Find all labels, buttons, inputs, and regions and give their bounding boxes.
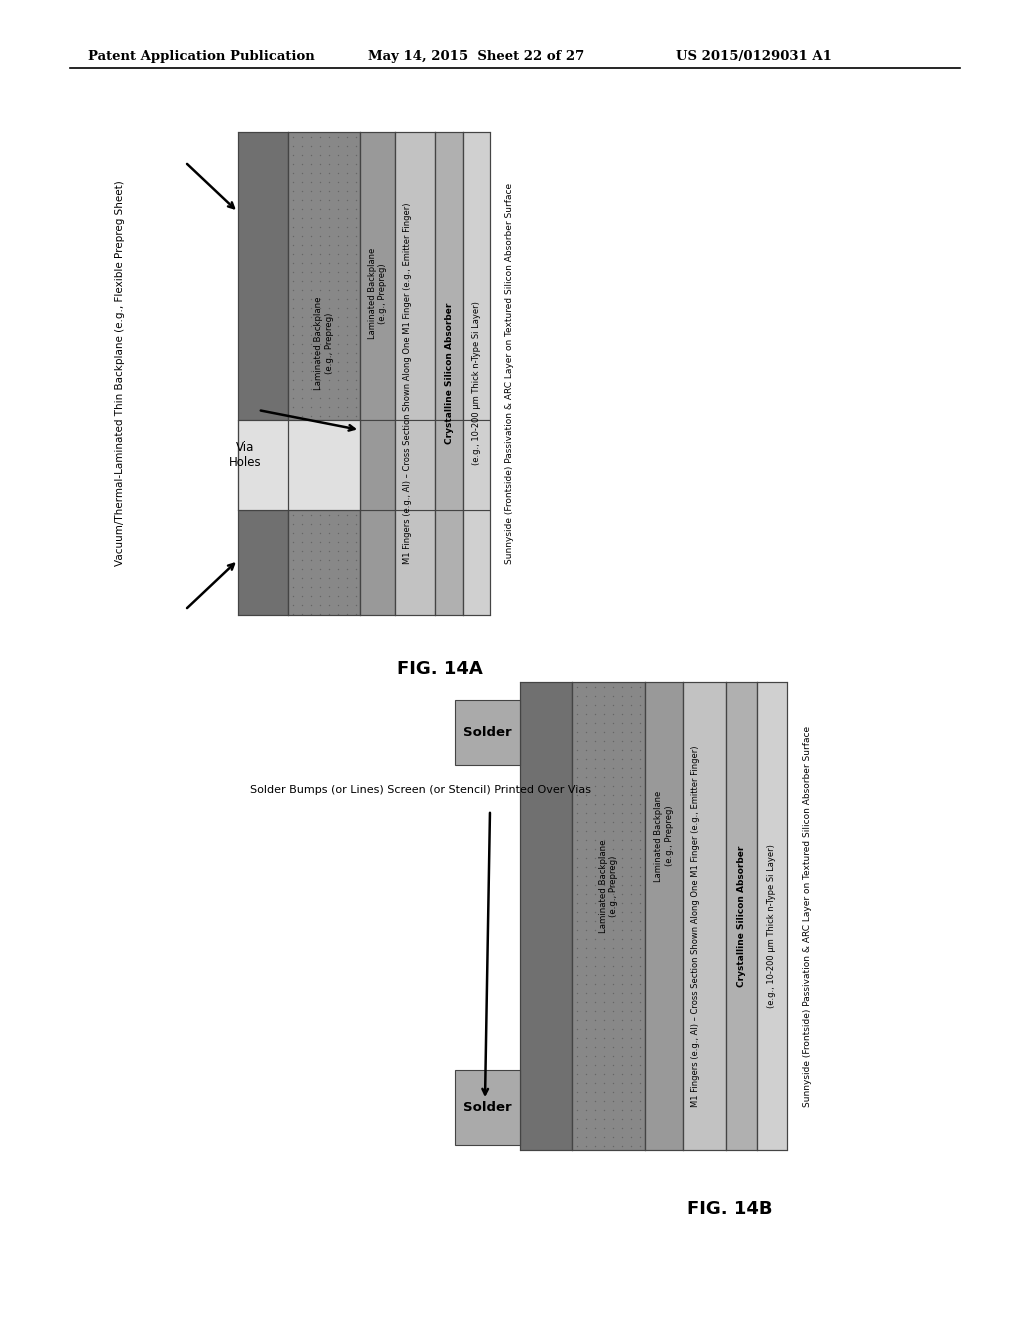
Text: (e.g., 10-200 μm Thick n-Type Si Layer): (e.g., 10-200 μm Thick n-Type Si Layer) xyxy=(768,843,776,1008)
Text: Solder Bumps (or Lines) Screen (or Stencil) Printed Over Vias: Solder Bumps (or Lines) Screen (or Stenc… xyxy=(250,785,591,795)
Text: FIG. 14B: FIG. 14B xyxy=(687,1200,773,1218)
Text: Sunnyside (Frontside) Passivation & ARC Layer on Textured Silicon Absorber Surfa: Sunnyside (Frontside) Passivation & ARC … xyxy=(803,726,811,1106)
Bar xyxy=(435,510,463,615)
Bar xyxy=(726,682,757,1150)
Text: Sunnyside (Frontside) Passivation & ARC Layer on Textured Silicon Absorber Surfa: Sunnyside (Frontside) Passivation & ARC … xyxy=(506,183,514,564)
Bar xyxy=(435,132,463,420)
Bar xyxy=(238,420,360,510)
Text: Laminated Backplane
(e.g., Prepreg): Laminated Backplane (e.g., Prepreg) xyxy=(314,297,334,391)
Text: Solder: Solder xyxy=(463,726,512,739)
Text: M1 Fingers (e.g., Al) – Cross Section Shown Along One M1 Finger (e.g., Emitter F: M1 Fingers (e.g., Al) – Cross Section Sh… xyxy=(691,746,700,1106)
Bar xyxy=(463,510,490,615)
Text: M1 Fingers (e.g., Al) – Cross Section Shown Along One M1 Finger (e.g., Emitter F: M1 Fingers (e.g., Al) – Cross Section Sh… xyxy=(403,203,412,564)
Text: Laminated Backplane
(e.g., Prepreg): Laminated Backplane (e.g., Prepreg) xyxy=(599,840,618,933)
Text: Laminated Backplane
(e.g., Prepreg): Laminated Backplane (e.g., Prepreg) xyxy=(368,248,387,339)
Bar xyxy=(395,132,435,420)
Bar xyxy=(463,132,490,420)
Text: US 2015/0129031 A1: US 2015/0129031 A1 xyxy=(676,50,831,63)
Bar xyxy=(455,700,520,766)
Bar xyxy=(435,420,463,510)
Bar xyxy=(395,420,435,510)
Bar xyxy=(360,420,395,510)
Text: May 14, 2015  Sheet 22 of 27: May 14, 2015 Sheet 22 of 27 xyxy=(368,50,585,63)
Text: FIG. 14A: FIG. 14A xyxy=(397,660,483,678)
Text: Solder: Solder xyxy=(463,1101,512,1114)
Text: (e.g., 10-200 μm Thick n-Type Si Layer): (e.g., 10-200 μm Thick n-Type Si Layer) xyxy=(472,301,481,466)
Bar xyxy=(395,510,435,615)
Text: Crystalline Silicon Absorber: Crystalline Silicon Absorber xyxy=(444,302,454,445)
Text: Vacuum/Thermal-Laminated Thin Backplane (e.g., Flexible Prepreg Sheet): Vacuum/Thermal-Laminated Thin Backplane … xyxy=(115,181,125,566)
Bar xyxy=(238,510,288,615)
Bar xyxy=(360,510,395,615)
Bar xyxy=(455,1071,520,1144)
Bar xyxy=(360,132,395,420)
Text: Crystalline Silicon Absorber: Crystalline Silicon Absorber xyxy=(737,845,746,986)
Bar xyxy=(683,682,726,1150)
Bar xyxy=(288,132,360,420)
Text: Patent Application Publication: Patent Application Publication xyxy=(88,50,314,63)
Bar xyxy=(757,682,787,1150)
Bar xyxy=(572,682,645,1150)
Text: Via
Holes: Via Holes xyxy=(228,441,261,469)
Bar xyxy=(238,132,288,420)
Bar xyxy=(520,682,572,1150)
Bar xyxy=(645,682,683,1150)
Text: Laminated Backplane
(e.g., Prepreg): Laminated Backplane (e.g., Prepreg) xyxy=(654,791,674,882)
Bar xyxy=(288,510,360,615)
Bar xyxy=(463,420,490,510)
